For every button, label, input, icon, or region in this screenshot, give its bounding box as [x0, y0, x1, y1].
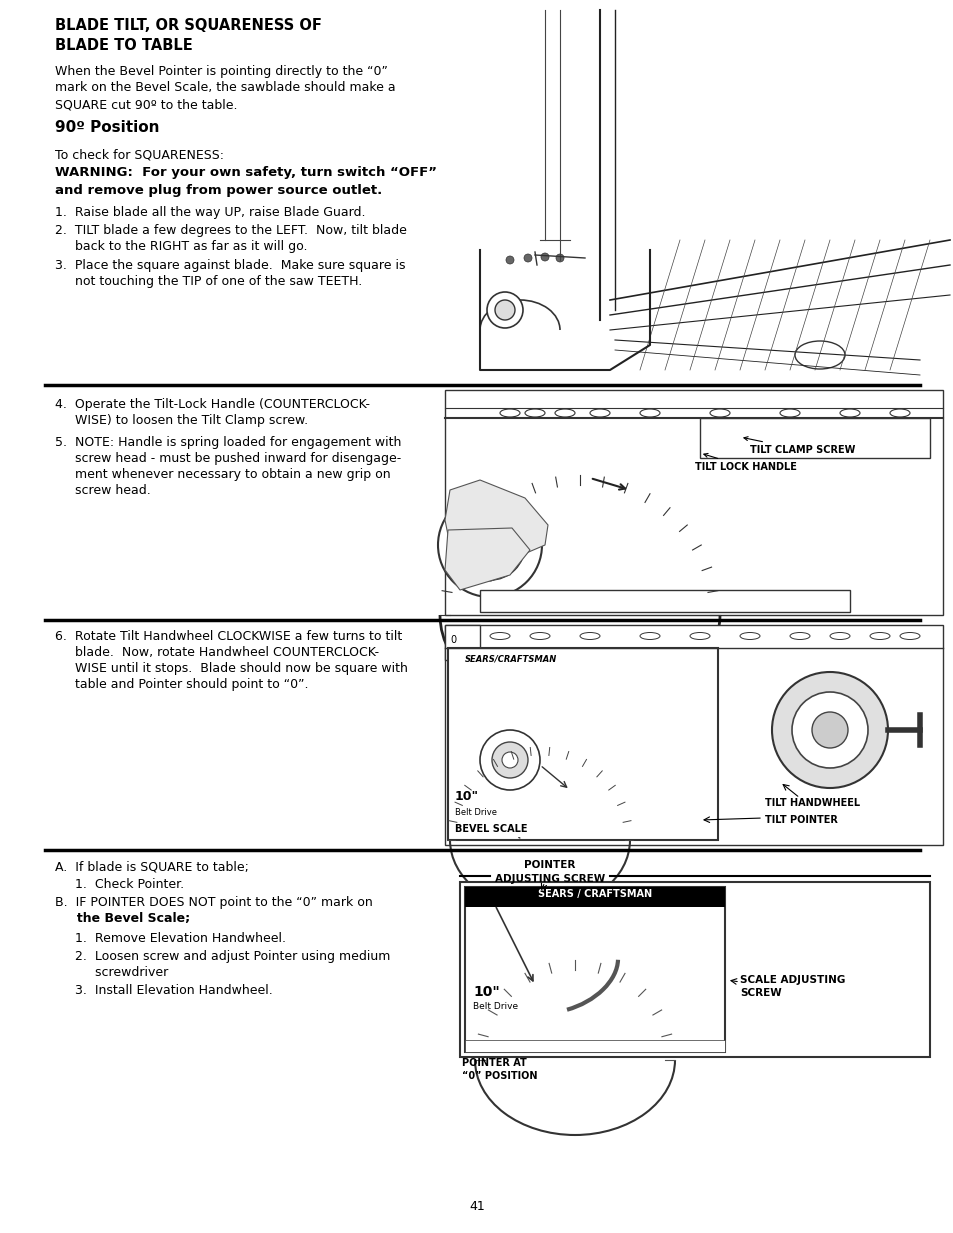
Bar	[464, 887, 724, 907]
Text: 3.  Install Elevation Handwheel.: 3. Install Elevation Handwheel.	[55, 984, 273, 997]
Text: BEVEL SCALE: BEVEL SCALE	[455, 824, 527, 838]
Ellipse shape	[639, 633, 659, 640]
Ellipse shape	[490, 633, 510, 640]
Text: 2.  TILT blade a few degrees to the LEFT.  Now, tilt blade: 2. TILT blade a few degrees to the LEFT.…	[55, 224, 406, 237]
Ellipse shape	[555, 409, 575, 417]
Text: the Bevel Scale;: the Bevel Scale;	[55, 912, 190, 925]
Text: screw head.: screw head.	[55, 485, 151, 497]
Text: TILT HANDWHEEL: TILT HANDWHEEL	[764, 798, 860, 808]
Polygon shape	[444, 480, 547, 560]
Text: 10": 10"	[455, 790, 478, 803]
Text: Belt Drive: Belt Drive	[473, 1002, 517, 1011]
Ellipse shape	[499, 409, 519, 417]
Text: WISE) to loosen the Tilt Clamp screw.: WISE) to loosen the Tilt Clamp screw.	[55, 414, 308, 427]
Ellipse shape	[899, 633, 919, 640]
Text: TILT POINTER: TILT POINTER	[764, 815, 837, 825]
Text: 1.  Check Pointer.: 1. Check Pointer.	[55, 878, 184, 891]
Text: 5.  NOTE: Handle is spring loaded for engagement with: 5. NOTE: Handle is spring loaded for eng…	[55, 436, 401, 449]
Ellipse shape	[789, 633, 809, 640]
Text: SCALE ADJUSTING
SCREW: SCALE ADJUSTING SCREW	[740, 975, 844, 997]
Bar	[448, 649, 718, 840]
Ellipse shape	[740, 633, 760, 640]
Ellipse shape	[829, 633, 849, 640]
Circle shape	[492, 742, 527, 778]
Circle shape	[495, 300, 515, 321]
Ellipse shape	[709, 409, 729, 417]
Text: When the Bevel Pointer is pointing directly to the “0”
mark on the Bevel Scale, : When the Bevel Pointer is pointing direc…	[55, 65, 395, 111]
Ellipse shape	[794, 342, 844, 369]
Text: TILT CLAMP SCREW: TILT CLAMP SCREW	[743, 436, 855, 455]
Circle shape	[791, 692, 867, 768]
Text: 1.  Remove Elevation Handwheel.: 1. Remove Elevation Handwheel.	[55, 932, 286, 944]
Text: WARNING:  For your own safety, turn switch “OFF”: WARNING: For your own safety, turn switc…	[55, 166, 436, 179]
Circle shape	[501, 752, 517, 768]
Ellipse shape	[869, 633, 889, 640]
Bar	[700, 418, 929, 457]
Ellipse shape	[589, 409, 609, 417]
Text: 3.  Place the square against blade.  Make sure square is: 3. Place the square against blade. Make …	[55, 259, 405, 272]
Circle shape	[474, 529, 505, 561]
Text: 41: 41	[469, 1200, 484, 1213]
Text: 2.  Loosen screw and adjust Pointer using medium: 2. Loosen screw and adjust Pointer using…	[55, 949, 390, 963]
Bar	[464, 1039, 724, 1052]
Circle shape	[437, 493, 541, 597]
Text: BLADE TILT, OR SQUARENESS OF: BLADE TILT, OR SQUARENESS OF	[55, 18, 321, 33]
Text: TILT LOCK HANDLE: TILT LOCK HANDLE	[695, 454, 796, 472]
Text: To check for SQUARENESS:: To check for SQUARENESS:	[55, 148, 224, 162]
Circle shape	[486, 292, 522, 328]
Text: SEARS/CRAFTSMAN: SEARS/CRAFTSMAN	[464, 655, 557, 665]
Circle shape	[540, 253, 548, 261]
Text: and remove plug from power source outlet.: and remove plug from power source outlet…	[55, 184, 382, 197]
Text: BLADE TO TABLE: BLADE TO TABLE	[55, 38, 193, 53]
Ellipse shape	[689, 633, 709, 640]
Bar	[464, 887, 724, 1052]
Text: ADJUSTING SCREW: ADJUSTING SCREW	[495, 874, 604, 884]
Text: B.  IF POINTER DOES NOT point to the “0” mark on: B. IF POINTER DOES NOT point to the “0” …	[55, 896, 373, 909]
Ellipse shape	[530, 633, 550, 640]
Text: 1.  Raise blade all the way UP, raise Blade Guard.: 1. Raise blade all the way UP, raise Bla…	[55, 206, 365, 219]
Ellipse shape	[780, 409, 800, 417]
Circle shape	[505, 256, 514, 264]
Polygon shape	[444, 528, 530, 591]
Text: screw head - must be pushed inward for disengage-: screw head - must be pushed inward for d…	[55, 453, 401, 465]
Circle shape	[771, 672, 887, 788]
Text: back to the RIGHT as far as it will go.: back to the RIGHT as far as it will go.	[55, 240, 307, 253]
Ellipse shape	[524, 409, 544, 417]
Text: ment whenever necessary to obtain a new grip on: ment whenever necessary to obtain a new …	[55, 469, 390, 481]
Text: not touching the TIP of one of the saw TEETH.: not touching the TIP of one of the saw T…	[55, 275, 362, 289]
Text: SEARS / CRAFTSMAN: SEARS / CRAFTSMAN	[537, 889, 652, 899]
Circle shape	[479, 730, 539, 790]
Ellipse shape	[889, 409, 909, 417]
Text: 6.  Rotate Tilt Handwheel CLOCKWISE a few turns to tilt: 6. Rotate Tilt Handwheel CLOCKWISE a few…	[55, 630, 402, 642]
Text: screwdriver: screwdriver	[55, 965, 168, 979]
Bar	[444, 625, 942, 845]
Text: POINTER AT
“0” POSITION: POINTER AT “0” POSITION	[461, 1058, 537, 1081]
Bar	[459, 882, 929, 1057]
Text: 4.  Operate the Tilt-Lock Handle (COUNTERCLOCK-: 4. Operate the Tilt-Lock Handle (COUNTER…	[55, 398, 370, 411]
Text: table and Pointer should point to “0”.: table and Pointer should point to “0”.	[55, 678, 308, 690]
Text: 10": 10"	[473, 985, 499, 999]
Bar	[444, 625, 479, 660]
Text: 90º Position: 90º Position	[55, 120, 159, 134]
Circle shape	[811, 711, 847, 748]
Text: WISE until it stops.  Blade should now be square with: WISE until it stops. Blade should now be…	[55, 662, 408, 674]
Bar	[450, 5, 949, 380]
Circle shape	[455, 510, 524, 580]
Text: blade.  Now, rotate Handwheel COUNTERCLOCK-: blade. Now, rotate Handwheel COUNTERCLOC…	[55, 646, 378, 658]
Bar	[444, 390, 942, 615]
Circle shape	[556, 254, 563, 261]
Circle shape	[483, 568, 496, 581]
Ellipse shape	[459, 633, 479, 640]
Text: A.  If blade is SQUARE to table;: A. If blade is SQUARE to table;	[55, 859, 249, 873]
Circle shape	[523, 254, 532, 261]
Bar	[479, 591, 849, 612]
Text: POINTER: POINTER	[524, 859, 575, 870]
Ellipse shape	[639, 409, 659, 417]
Text: Belt Drive: Belt Drive	[455, 808, 497, 817]
Ellipse shape	[840, 409, 859, 417]
Text: 0: 0	[450, 635, 456, 645]
Ellipse shape	[579, 633, 599, 640]
